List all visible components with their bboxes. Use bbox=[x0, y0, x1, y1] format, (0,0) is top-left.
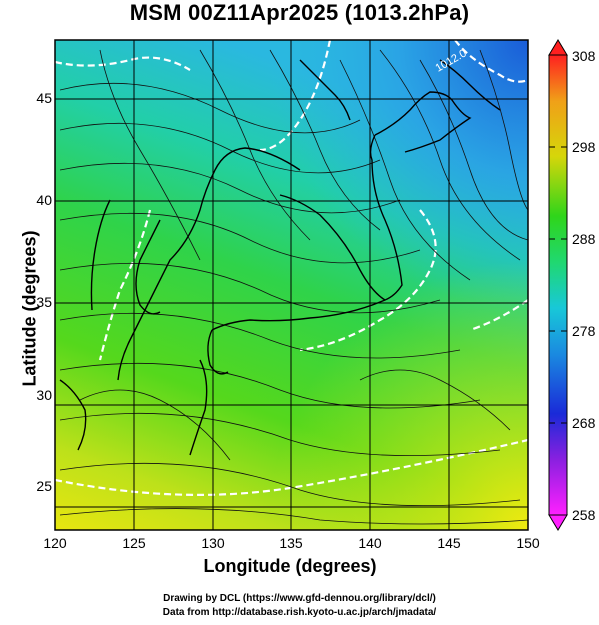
colorbar-tick-label: 258 bbox=[572, 507, 596, 523]
temperature-field: 1012.0 bbox=[55, 40, 528, 530]
x-tick-label: 130 bbox=[201, 535, 225, 551]
coastlines bbox=[59, 59, 501, 456]
colorbar-tick-label: 268 bbox=[572, 415, 596, 431]
colorbar-tick-label: 308 bbox=[572, 48, 596, 64]
x-tick-label: 120 bbox=[43, 535, 67, 551]
x-tick-label: 135 bbox=[279, 535, 303, 551]
y-tick-label: 30 bbox=[36, 387, 52, 403]
colorbar-tick-label: 278 bbox=[572, 323, 596, 339]
y-tick-label: 40 bbox=[36, 192, 52, 208]
colorbar-tick-label: 298 bbox=[572, 139, 596, 155]
grid-lines bbox=[55, 40, 528, 530]
colorbar bbox=[548, 39, 568, 531]
x-tick-label: 125 bbox=[122, 535, 146, 551]
plot-frame bbox=[54, 39, 529, 531]
page-title: MSM 00Z11Apr2025 (1013.2hPa) bbox=[129, 0, 470, 25]
contour-lines bbox=[55, 40, 528, 496]
y-tick-label: 35 bbox=[36, 294, 52, 310]
x-axis-label: Longitude (degrees) bbox=[203, 556, 377, 576]
y-tick-label: 45 bbox=[36, 90, 52, 106]
colorbar-tick-label: 288 bbox=[572, 231, 596, 247]
footer-source: Data from http://database.rish.kyoto-u.a… bbox=[162, 607, 437, 618]
x-tick-label: 150 bbox=[516, 535, 540, 551]
x-tick-label: 140 bbox=[358, 535, 382, 551]
footer-credit: Drawing by DCL (https://www.gfd-dennou.o… bbox=[163, 593, 436, 604]
y-tick-label: 25 bbox=[36, 478, 52, 494]
x-tick-label: 145 bbox=[437, 535, 461, 551]
wind-streamlines bbox=[59, 49, 528, 525]
